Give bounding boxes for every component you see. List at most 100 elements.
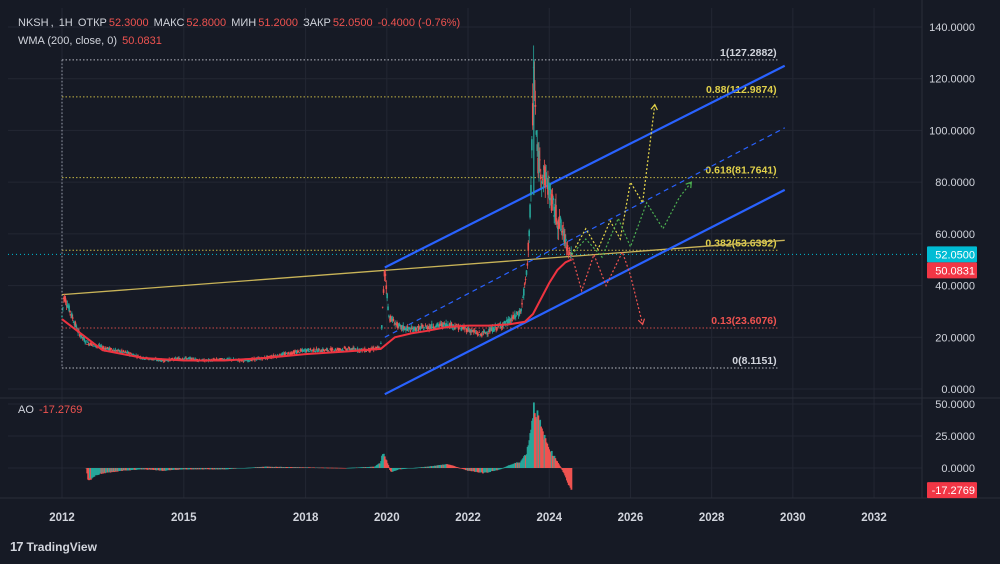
candle-body	[545, 172, 547, 179]
candle-body	[119, 350, 121, 353]
fib-level-label: 0.88(112.9874)	[706, 84, 777, 96]
candle-body	[289, 352, 292, 355]
candle-body	[553, 214, 555, 217]
candle-body	[331, 349, 334, 351]
candle-body	[388, 315, 390, 317]
candle-body	[313, 351, 316, 353]
candle-body	[307, 348, 310, 352]
candle-body	[292, 351, 295, 353]
candle-body	[81, 337, 84, 338]
close-label: ЗАКР	[303, 17, 331, 29]
candle-body	[562, 225, 564, 227]
candle-body	[91, 344, 94, 346]
ao-bar	[388, 467, 391, 469]
candle-body	[345, 349, 347, 351]
tradingview-brand[interactable]: 17 TradingView	[10, 539, 97, 554]
candle-body	[447, 324, 449, 327]
wma-line	[61, 258, 572, 362]
candle-body	[304, 349, 306, 352]
candle-body	[297, 350, 300, 352]
candle-body	[87, 343, 90, 346]
candle-body	[402, 325, 405, 330]
time-axis-tick: 2032	[861, 512, 887, 524]
candle-body	[566, 245, 569, 251]
candle-body	[563, 230, 565, 242]
trendline	[61, 239, 785, 296]
candle-body	[448, 323, 451, 327]
candle-body	[157, 359, 160, 361]
candle-body	[437, 323, 439, 327]
candle-body	[382, 289, 385, 293]
ao-legend[interactable]: AO -17.2769	[18, 404, 84, 416]
candle-body	[430, 327, 432, 328]
price-axis-tick: 20.0000	[935, 332, 975, 344]
price-axis-tick: 140.0000	[929, 22, 975, 34]
candle-body	[496, 327, 498, 330]
candle-body	[339, 348, 341, 350]
candle-body	[104, 348, 106, 350]
time-axis-tick: 2020	[374, 512, 400, 524]
candle-body	[392, 318, 395, 322]
candle-body	[192, 358, 195, 360]
candle-body	[300, 350, 303, 352]
candle-body	[476, 332, 479, 335]
channel-lower-line	[384, 188, 786, 396]
time-axis-tick: 2015	[171, 512, 197, 524]
candle-body	[434, 327, 437, 329]
candle-body	[398, 324, 401, 326]
candle-body	[79, 333, 81, 337]
candle-body	[90, 343, 93, 346]
candle-body	[517, 314, 520, 316]
candle-body	[338, 349, 340, 351]
candle-body	[389, 319, 391, 321]
candle-body	[422, 325, 424, 327]
candle-body	[475, 332, 478, 334]
candle-body	[380, 343, 382, 345]
candle-body	[311, 349, 313, 351]
candle-body	[174, 357, 177, 359]
time-axis-tick: 2028	[699, 512, 725, 524]
candle-body	[544, 166, 547, 188]
candle-body	[330, 348, 333, 352]
candle-body	[350, 349, 353, 351]
candle-body	[473, 330, 476, 332]
candle-body	[238, 360, 241, 362]
candle-body	[439, 323, 441, 326]
candle-body	[564, 234, 566, 244]
candle-body	[396, 321, 398, 327]
interval-label[interactable]: 1Н	[58, 17, 73, 29]
candle-body	[163, 361, 165, 363]
candle-body	[533, 80, 536, 91]
candle-body	[190, 357, 193, 361]
candle-body	[414, 327, 416, 331]
candle-body	[458, 327, 461, 329]
candle-body	[376, 346, 379, 348]
candle-body	[132, 354, 135, 356]
candle-body	[362, 348, 364, 350]
candle-body	[279, 353, 281, 356]
current-price-tag-bg	[927, 246, 977, 263]
wma-legend[interactable]: WMA (200, close, 0) 50.0831	[18, 35, 164, 47]
candle-body	[445, 323, 447, 328]
candle-body	[291, 352, 294, 355]
candle-body	[555, 204, 557, 222]
candle-body	[317, 349, 320, 352]
candle-body	[561, 230, 564, 233]
candle-body	[441, 323, 444, 328]
candle-body	[421, 325, 423, 327]
candle-body	[313, 348, 315, 352]
candle-body	[369, 350, 371, 352]
candle-body	[406, 328, 408, 331]
candle-body	[542, 175, 545, 178]
candle-body	[102, 347, 104, 349]
symbol-name[interactable]: NKSH	[18, 17, 49, 29]
candle-body	[80, 334, 83, 338]
candle-body	[465, 328, 468, 332]
candle-body	[470, 330, 472, 333]
candle-body	[288, 352, 290, 354]
candle-body	[125, 352, 128, 354]
candle-body	[531, 103, 534, 126]
ao-bar	[570, 468, 573, 490]
candle-body	[464, 328, 466, 330]
